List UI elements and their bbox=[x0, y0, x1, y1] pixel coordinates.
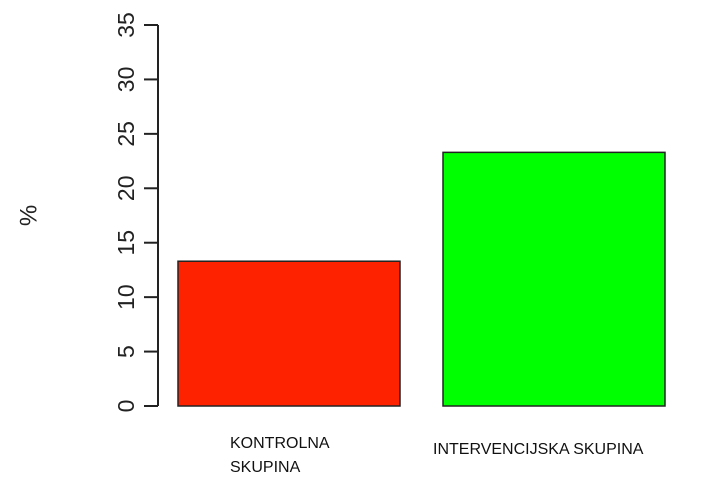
y-tick-label: 10 bbox=[113, 284, 139, 310]
y-axis: 0 5 10 15 20 25 30 35 bbox=[113, 12, 159, 413]
bars bbox=[177, 151, 666, 407]
bar bbox=[442, 151, 666, 407]
y-tick-label: 35 bbox=[113, 12, 139, 38]
y-tick-label: 0 bbox=[113, 400, 139, 413]
y-tick-label: 15 bbox=[113, 230, 139, 256]
bar bbox=[177, 260, 401, 407]
y-axis-label: % bbox=[15, 205, 42, 226]
x-category-label: KONTROLNA SKUPINA bbox=[230, 435, 330, 476]
y-tick-label: 30 bbox=[113, 67, 139, 93]
y-tick-label: 20 bbox=[113, 175, 139, 201]
y-tick-label: 5 bbox=[113, 345, 139, 358]
y-tick-label: 25 bbox=[113, 121, 139, 147]
x-category-label: INTERVENCIJSKA SKUPINA bbox=[433, 441, 644, 458]
